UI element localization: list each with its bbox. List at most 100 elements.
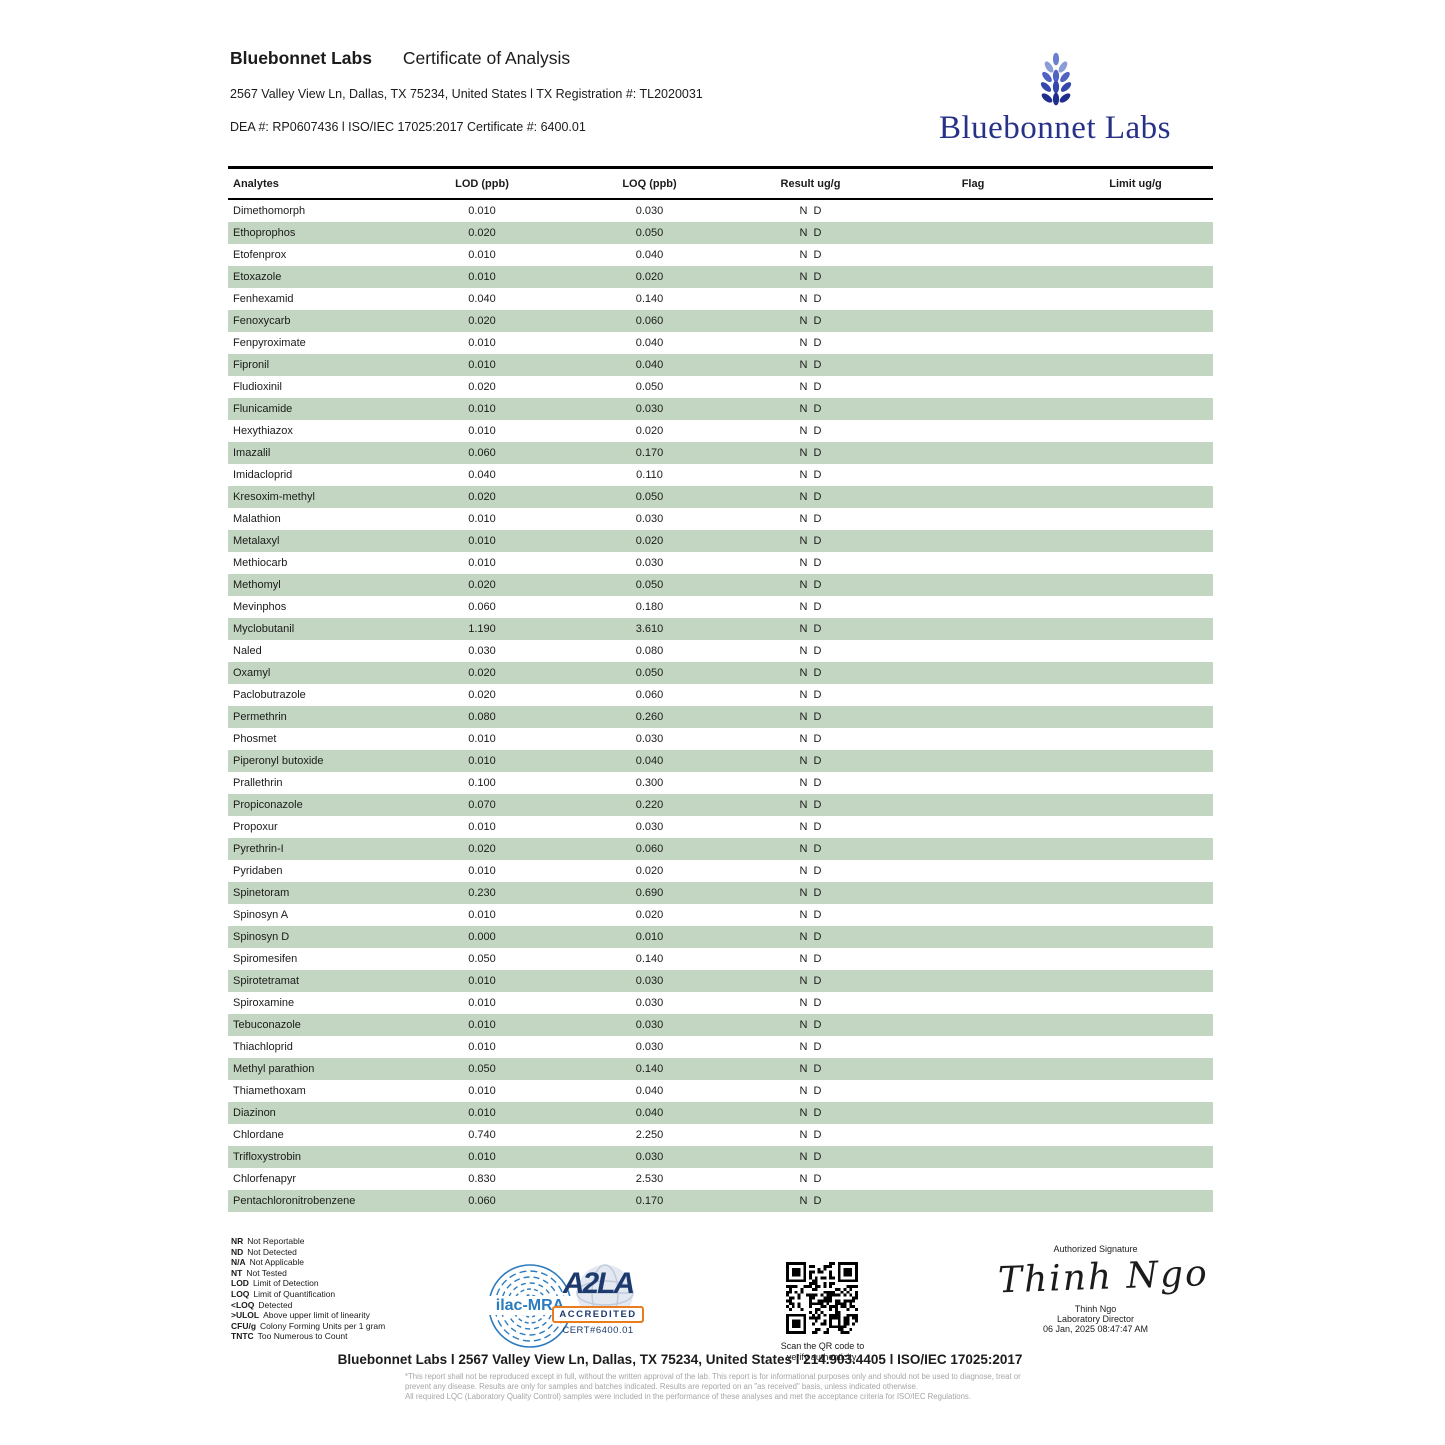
loq-value: 0.030 [635,1041,664,1053]
legend-desc: Detected [258,1299,293,1310]
result-value: N D [799,293,822,305]
analyte-name: Dimethomorph [233,205,306,217]
lod-value: 0.010 [468,513,496,525]
table-row: Kresoxim-methyl 0.020 0.050 N D [228,486,1213,508]
result-value: N D [799,425,822,437]
result-value: N D [799,1107,822,1119]
analyte-name: Oxamyl [233,667,271,679]
legend-item: ND Not Detected [231,1247,385,1258]
lod-value: 0.050 [468,953,496,965]
result-value: N D [799,953,822,965]
result-value: N D [799,337,822,349]
result-value: N D [799,227,822,239]
result-value: N D [799,667,822,679]
analyte-name: Spirotetramat [233,975,300,987]
lod-value: 0.020 [468,579,496,591]
loq-value: 0.020 [635,425,664,437]
a2la-accredited-mark: A2LA ACCREDITED CERT#6400.01 [550,1264,646,1336]
result-value: N D [799,1129,822,1141]
loq-value: 0.030 [635,821,664,833]
table-body: Dimethomorph 0.010 0.030 N D Ethoprophos… [228,200,1213,1212]
table-row: Paclobutrazole 0.020 0.060 N D [228,684,1213,706]
analyte-name: Prallethrin [233,777,283,789]
lod-value: 0.010 [468,557,496,569]
legend-item: >ULOL Above upper limit of linearity [231,1310,385,1321]
loq-value: 0.170 [635,1195,664,1207]
analyte-name: Pentachloronitrobenzene [233,1195,356,1207]
table-row: Spiromesifen 0.050 0.140 N D [228,948,1213,970]
signer-name: Thinh Ngo [1074,1304,1117,1314]
table-row: Pyridaben 0.010 0.020 N D [228,860,1213,882]
legend-desc: Not Tested [246,1267,287,1278]
table-row: Spirotetramat 0.010 0.030 N D [228,970,1213,992]
legend-abbr: ND [231,1246,244,1257]
table-row: Mevinphos 0.060 0.180 N D [228,596,1213,618]
lod-value: 0.020 [468,381,496,393]
loq-value: 3.610 [635,623,664,635]
result-value: N D [799,579,822,591]
document-title: Certificate of Analysis [402,48,571,68]
lod-value: 0.100 [468,777,496,789]
result-value: N D [799,1041,822,1053]
lod-value: 0.010 [468,821,496,833]
legend-item: NT Not Tested [231,1268,385,1279]
analyte-name: Methomyl [233,579,281,591]
analyte-name: Piperonyl butoxide [233,755,324,767]
footer-disclaimer: *This report shall not be reproduced exc… [405,1372,1055,1402]
lod-value: 0.010 [468,1085,496,1097]
result-value: N D [799,711,822,723]
table-row: Spinosyn D 0.000 0.010 N D [228,926,1213,948]
table-row: Piperonyl butoxide 0.010 0.040 N D [228,750,1213,772]
result-value: N D [799,975,822,987]
table-row: Trifloxystrobin 0.010 0.030 N D [228,1146,1213,1168]
legend-abbr: N/A [231,1257,246,1268]
analyte-name: Thiamethoxam [233,1085,306,1097]
loq-value: 0.170 [635,447,664,459]
result-value: N D [799,491,822,503]
table-row: Chlordane 0.740 2.250 N D [228,1124,1213,1146]
table-row: Diazinon 0.010 0.040 N D [228,1102,1213,1124]
analyte-name: Fenhexamid [233,293,294,305]
legend-desc: Not Detected [247,1246,297,1257]
loq-value: 0.220 [635,799,664,811]
table-row: Fipronil 0.010 0.040 N D [228,354,1213,376]
loq-value: 0.080 [635,645,664,657]
lod-value: 0.020 [468,315,496,327]
analyte-name: Mevinphos [233,601,287,613]
result-value: N D [799,623,822,635]
table-row: Fenoxycarb 0.020 0.060 N D [228,310,1213,332]
lod-value: 0.040 [468,469,496,481]
loq-value: 0.020 [635,271,664,283]
analyte-name: Propoxur [233,821,278,833]
lod-value: 0.830 [468,1173,496,1185]
qr-caption: Scan the QR code to verify authenticity. [750,1341,895,1363]
result-value: N D [799,887,822,899]
lod-value: 0.020 [468,667,496,679]
table-row: Etoxazole 0.010 0.020 N D [228,266,1213,288]
loq-value: 2.250 [635,1129,664,1141]
lod-value: 0.010 [468,425,496,437]
ilac-mra-label: ilac-MRA [496,1297,565,1314]
loq-value: 0.030 [635,1151,664,1163]
lod-value: 0.020 [468,227,496,239]
result-value: N D [799,843,822,855]
lod-value: 0.010 [468,865,496,877]
result-value: N D [799,645,822,657]
table-row: Propiconazole 0.070 0.220 N D [228,794,1213,816]
analyte-name: Etoxazole [233,271,282,283]
result-value: N D [799,249,822,261]
table-row: Thiachloprid 0.010 0.030 N D [228,1036,1213,1058]
table-row: Flunicamide 0.010 0.030 N D [228,398,1213,420]
analyte-name: Naled [233,645,262,657]
analyte-name: Propiconazole [233,799,303,811]
bluebonnet-flower-icon [1040,52,1072,106]
loq-value: 0.020 [635,865,664,877]
result-value: N D [799,1085,822,1097]
legend-desc: Not Applicable [249,1257,304,1268]
lab-name: Bluebonnet Labs [230,48,372,68]
loq-value: 0.040 [635,337,664,349]
lod-value: 0.010 [468,337,496,349]
analyte-name: Pyrethrin-I [233,843,284,855]
result-value: N D [799,821,822,833]
